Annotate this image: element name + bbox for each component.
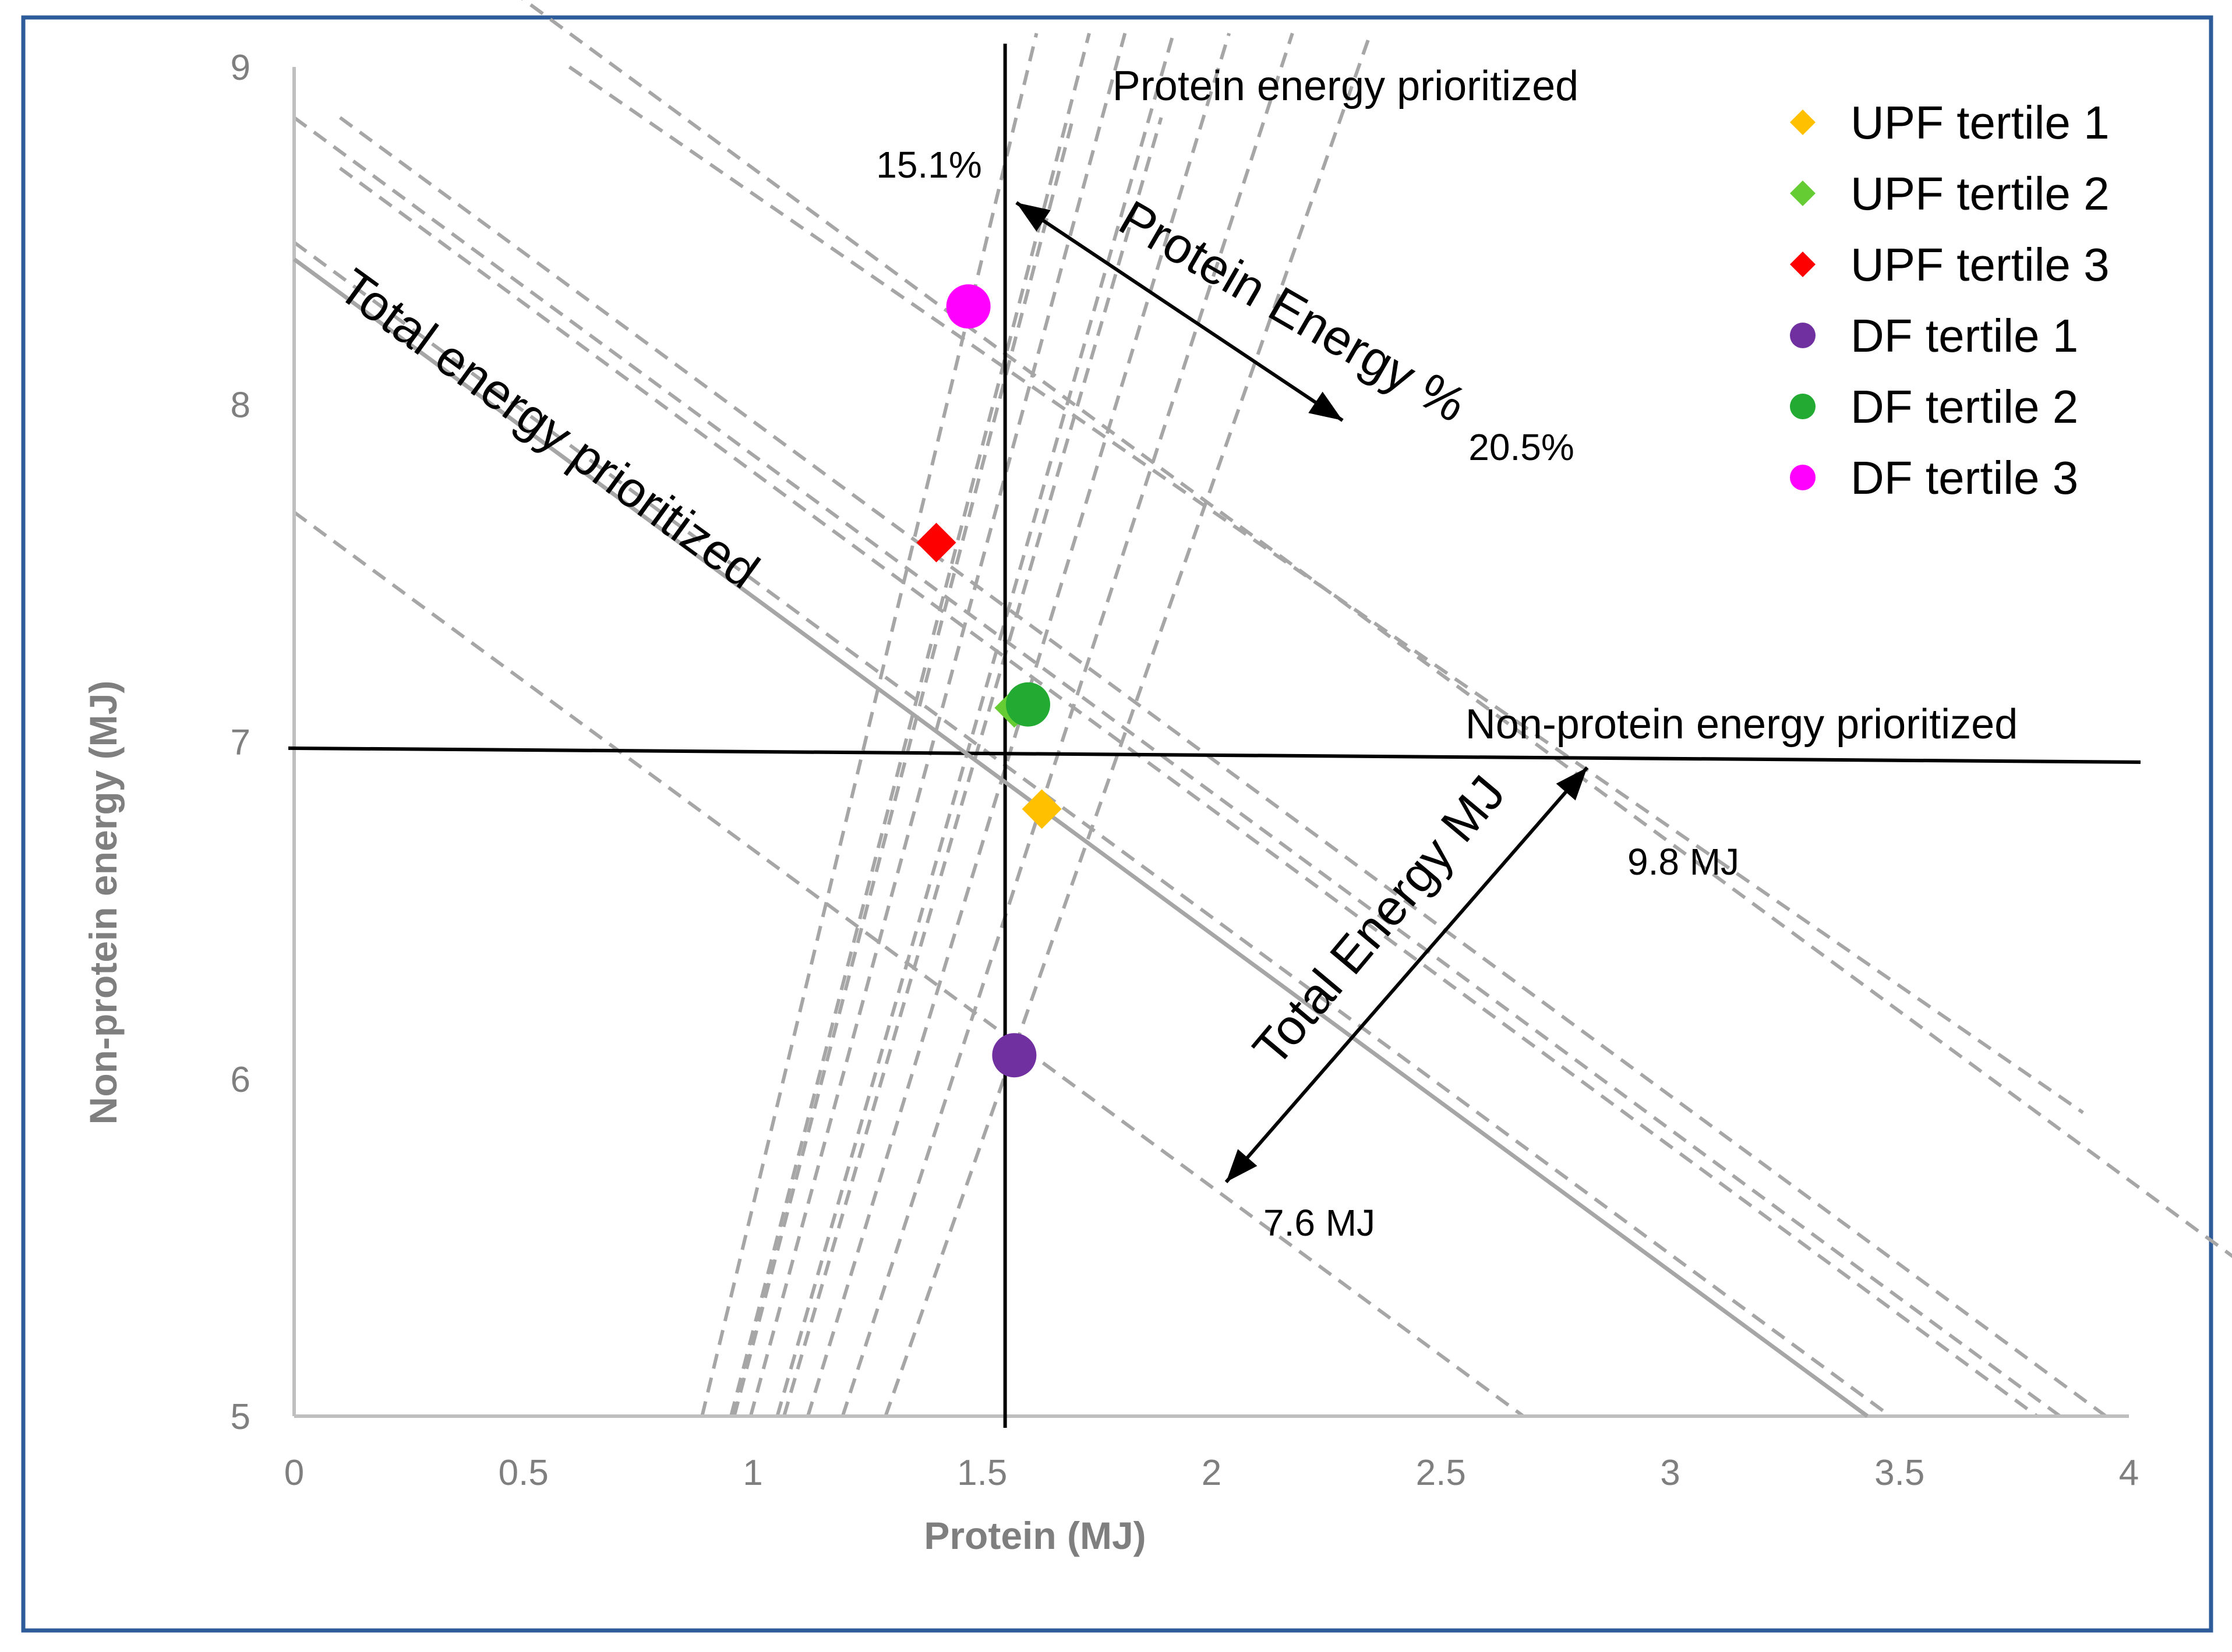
iso-protein-pct-line xyxy=(782,117,1163,1417)
nonprotein-prioritized-divider xyxy=(288,746,2141,764)
protein-energy-pct-arrow-head xyxy=(1308,391,1343,420)
total-energy-mj-arrow xyxy=(1224,766,1589,1183)
dashed-guide-lines xyxy=(293,0,2232,1418)
y-tick-label: 6 xyxy=(231,1060,250,1100)
tick-labels: 0 0.5 1 1.5 2 2.5 3 3.5 4 5 6 7 8 9 xyxy=(231,48,2139,1493)
protein-energy-pct-arrow xyxy=(1015,201,1344,422)
legend-marker xyxy=(1790,109,1816,135)
iso-protein-pct-line xyxy=(806,33,1231,1417)
iso-protein-pct-line xyxy=(729,33,1091,1417)
legend-marker xyxy=(1790,181,1816,206)
protein-prioritized-label: Protein energy prioritized xyxy=(1113,63,1578,109)
mj-low-label: 7.6 MJ xyxy=(1263,1202,1375,1244)
annotation-arrows xyxy=(1015,201,1589,1183)
legend-marker xyxy=(1790,465,1816,490)
data-point-df-tertile-1 xyxy=(992,1033,1037,1078)
y-tick-label: 5 xyxy=(231,1397,250,1437)
pct-low-label: 15.1% xyxy=(876,144,981,186)
legend-label: UPF tertile 3 xyxy=(1850,239,2110,291)
iso-total-energy-line xyxy=(568,65,2084,1115)
iso-protein-pct-line xyxy=(732,117,1075,1417)
y-axis-title: Non-protein energy (MJ) xyxy=(82,681,125,1125)
x-tick-label: 3.5 xyxy=(1874,1453,1924,1493)
legend-label: DF tertile 2 xyxy=(1850,381,2078,433)
axes xyxy=(292,67,2129,1418)
x-tick-label: 2 xyxy=(1202,1453,1221,1493)
x-tick-label: 2.5 xyxy=(1416,1453,1466,1493)
pct-high-label: 20.5% xyxy=(1468,426,1574,468)
x-tick-label: 1 xyxy=(743,1453,762,1493)
data-point-df-tertile-3 xyxy=(946,284,991,329)
iso-total-energy-line xyxy=(521,0,2232,1258)
legend-marker xyxy=(1790,394,1816,419)
data-point-df-tertile-2 xyxy=(1006,682,1050,727)
y-tick-label: 9 xyxy=(231,48,250,88)
legend: UPF tertile 1 UPF tertile 2 UPF tertile 3 D… xyxy=(1790,97,2110,504)
iso-total-energy-line xyxy=(293,511,1525,1418)
x-tick-label: 1.5 xyxy=(957,1453,1007,1493)
legend-label: DF tertile 1 xyxy=(1850,310,2078,362)
iso-protein-pct-line xyxy=(748,33,1127,1417)
protein-energy-pct-arrow-head xyxy=(1016,203,1051,232)
x-tick-label: 4 xyxy=(2119,1453,2139,1493)
figure-frame xyxy=(21,15,2213,1633)
iso-protein-pct-line xyxy=(840,33,1294,1417)
iso-total-energy-line xyxy=(338,167,2039,1418)
data-point-upf-tertile-3 xyxy=(916,522,956,563)
x-tick-label: 0.5 xyxy=(499,1453,549,1493)
mj-high-label: 9.8 MJ xyxy=(1627,841,1739,883)
legend-label: DF tertile 3 xyxy=(1850,452,2078,504)
data-points xyxy=(916,284,1062,1078)
y-tick-label: 8 xyxy=(231,385,250,425)
x-tick-label: 3 xyxy=(1660,1453,1680,1493)
reference-lines xyxy=(288,44,2141,1428)
x-axis-title: Protein (MJ) xyxy=(924,1514,1146,1557)
legend-marker xyxy=(1790,323,1816,348)
legend-label: UPF tertile 1 xyxy=(1850,97,2110,148)
legend-marker xyxy=(1790,252,1816,277)
legend-label: UPF tertile 2 xyxy=(1850,168,2110,220)
total-energy-mj-arrow-head xyxy=(1226,1149,1258,1182)
x-tick-label: 0 xyxy=(284,1453,304,1493)
y-tick-label: 7 xyxy=(231,723,250,763)
total-energy-prioritized-line xyxy=(292,257,1869,1418)
nonprotein-prioritized-label: Non-protein energy prioritized xyxy=(1465,701,2018,748)
total-energy-mj-arrow-head xyxy=(1556,767,1587,801)
data-point-upf-tertile-1 xyxy=(1022,789,1062,829)
iso-protein-pct-line xyxy=(700,33,1039,1417)
